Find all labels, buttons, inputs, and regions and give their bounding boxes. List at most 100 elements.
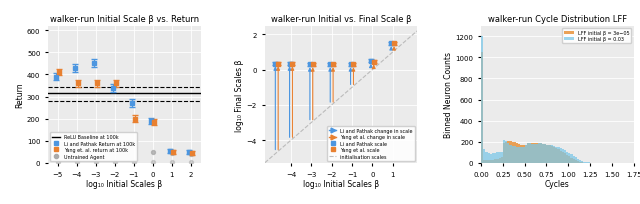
Bar	[568, 153, 570, 163]
Bar	[566, 152, 568, 163]
Bar	[562, 152, 564, 163]
Point	[167, 152, 177, 155]
Point	[52, 161, 63, 164]
Bar	[538, 143, 540, 163]
Bar	[508, 141, 509, 163]
Bar	[555, 149, 557, 163]
Bar	[516, 147, 518, 163]
Bar	[555, 147, 557, 163]
Bar	[500, 157, 503, 163]
Bar	[579, 160, 581, 163]
Bar	[577, 161, 579, 163]
Point	[72, 161, 82, 164]
Bar	[509, 145, 511, 163]
Bar	[551, 146, 553, 163]
Point	[109, 161, 120, 164]
Bar	[551, 145, 553, 163]
Bar	[548, 145, 551, 163]
Bar	[566, 155, 568, 163]
Bar	[494, 153, 497, 163]
Title: walker-run Initial Scale β vs. Return: walker-run Initial Scale β vs. Return	[50, 16, 199, 24]
Bar	[531, 144, 533, 163]
Bar	[553, 146, 555, 163]
Bar	[509, 142, 511, 163]
Bar	[540, 144, 542, 163]
Bar	[542, 144, 544, 163]
Title: walker-run Cycle Distribution LFF: walker-run Cycle Distribution LFF	[488, 16, 627, 24]
Bar	[538, 144, 540, 163]
Bar	[483, 150, 486, 163]
Bar	[497, 159, 499, 163]
Bar	[492, 160, 494, 163]
Bar	[490, 154, 492, 163]
Legend: LFF initial β = 3e−05, LFF initial β = 0.03: LFF initial β = 3e−05, LFF initial β = 0…	[562, 29, 631, 44]
Bar	[499, 158, 500, 163]
Bar	[562, 150, 564, 163]
Bar	[544, 144, 547, 163]
Bar	[531, 143, 533, 163]
Bar	[511, 142, 514, 163]
Bar	[525, 145, 527, 163]
Bar	[483, 160, 486, 163]
Bar	[573, 159, 575, 163]
Bar	[525, 145, 527, 163]
Bar	[570, 155, 573, 163]
Bar	[570, 158, 573, 163]
Bar	[522, 148, 525, 163]
Bar	[575, 157, 577, 163]
Bar	[536, 144, 538, 163]
Bar	[559, 149, 562, 163]
Bar	[540, 144, 542, 163]
Bar	[511, 146, 514, 163]
Bar	[492, 154, 494, 163]
Bar	[497, 153, 499, 163]
Bar	[488, 161, 490, 163]
Bar	[557, 150, 559, 163]
Bar	[529, 144, 531, 163]
Bar	[518, 144, 520, 163]
Bar	[564, 154, 566, 163]
Bar	[547, 145, 548, 163]
Bar	[514, 146, 516, 163]
Bar	[579, 162, 581, 163]
Bar	[559, 151, 562, 163]
Bar	[520, 145, 522, 163]
Bar	[518, 147, 520, 163]
Bar	[564, 151, 566, 163]
Bar	[527, 144, 529, 163]
Bar	[573, 156, 575, 163]
Bar	[500, 152, 503, 163]
Bar	[516, 143, 518, 163]
Point	[90, 161, 100, 164]
Bar	[508, 144, 509, 163]
X-axis label: Cycles: Cycles	[545, 180, 570, 188]
Bar	[494, 160, 497, 163]
Bar	[544, 144, 547, 163]
Bar	[486, 153, 488, 163]
Bar	[547, 145, 548, 163]
Bar	[527, 144, 529, 163]
Bar	[503, 141, 505, 163]
Bar	[542, 144, 544, 163]
Legend: Li and Pathak change in scale, Yang et al. change in scale, Li and Pathak scale,: Li and Pathak change in scale, Yang et a…	[327, 126, 415, 161]
X-axis label: log₁₀ Initial Scales β: log₁₀ Initial Scales β	[86, 180, 163, 188]
Bar	[533, 144, 536, 163]
Y-axis label: Binned Neuron Counts: Binned Neuron Counts	[444, 52, 452, 138]
Bar	[514, 143, 516, 163]
Bar	[490, 160, 492, 163]
Bar	[536, 143, 538, 163]
Bar	[581, 162, 584, 163]
Title: walker-run Initial vs. Final Scale β: walker-run Initial vs. Final Scale β	[271, 16, 411, 24]
Point	[148, 161, 158, 164]
Bar	[557, 148, 559, 163]
Bar	[486, 161, 488, 163]
Point	[148, 151, 158, 154]
Bar	[520, 147, 522, 163]
Bar	[488, 154, 490, 163]
Y-axis label: Return: Return	[15, 82, 24, 108]
Bar	[568, 156, 570, 163]
Bar	[586, 162, 588, 163]
Bar	[481, 53, 483, 163]
Bar	[584, 162, 586, 163]
Bar	[533, 143, 536, 163]
